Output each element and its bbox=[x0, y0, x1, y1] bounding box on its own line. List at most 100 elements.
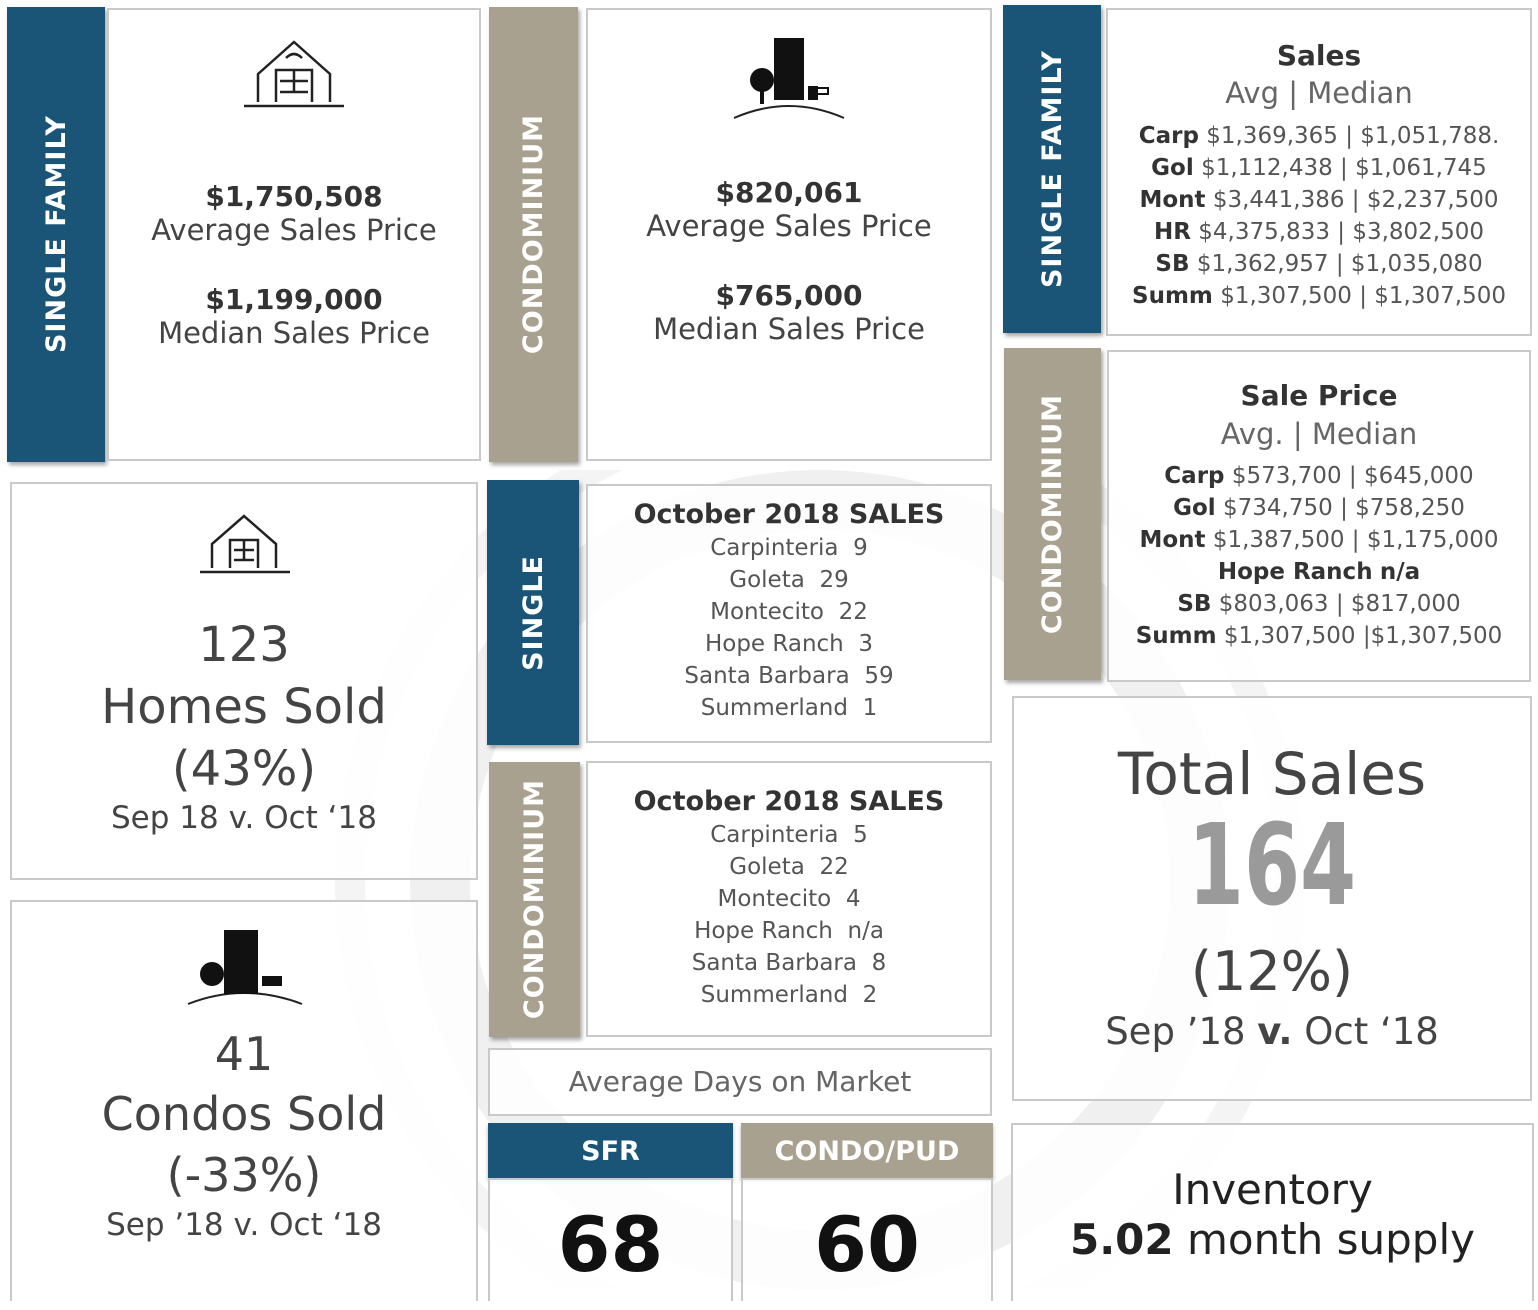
card: 41 Condos Sold (-33%) Sep ’18 v. Oct ‘18 bbox=[10, 900, 478, 1301]
values: $1,307,500 | $1,307,500 bbox=[1220, 283, 1506, 309]
sales-row: Montecito 22 bbox=[588, 596, 990, 628]
price-row: Carp $573,700 | $645,000 bbox=[1109, 460, 1529, 492]
value: 5.02 bbox=[1069, 1215, 1174, 1264]
median-price: $1,199,000 bbox=[205, 283, 383, 316]
tab-label: CONDOMINIUM bbox=[518, 114, 549, 355]
tab: SINGLE bbox=[487, 480, 579, 745]
card: Inventory 5.02 month supply bbox=[1011, 1123, 1534, 1301]
count: 29 bbox=[819, 567, 849, 593]
card: Sale Price Avg. | Median Carp $573,700 |… bbox=[1107, 350, 1531, 682]
label: month supply bbox=[1186, 1215, 1475, 1264]
sales-row: Santa Barbara 59 bbox=[588, 660, 990, 692]
subtitle: Avg | Median bbox=[1225, 76, 1413, 110]
area: Hope Ranch bbox=[1217, 559, 1373, 585]
title: Sale Price bbox=[1240, 379, 1398, 412]
condo-header: CONDO/PUD bbox=[741, 1123, 993, 1178]
tab-label: CONDOMINIUM bbox=[519, 779, 550, 1020]
sales-row: Summerland 1 bbox=[588, 692, 990, 724]
change: (12%) bbox=[1190, 940, 1354, 1003]
count: 1 bbox=[862, 695, 878, 721]
card: Total Sales 164 (12%) Sep ’18 v. Oct ‘18 bbox=[1012, 696, 1532, 1101]
area: SB bbox=[1155, 251, 1190, 277]
house-icon bbox=[200, 514, 290, 574]
area: Gol bbox=[1173, 495, 1216, 521]
sfr-header: SFR bbox=[488, 1123, 733, 1178]
sales-row: Montecito 4 bbox=[588, 883, 990, 915]
sales-row: Goleta 22 bbox=[588, 851, 990, 883]
price-row: SB $1,362,957 | $1,035,080 bbox=[1108, 248, 1530, 280]
count: 164 bbox=[1187, 801, 1357, 931]
values: $1,307,500 |$1,307,500 bbox=[1223, 623, 1503, 649]
count: 59 bbox=[864, 663, 894, 689]
area: Carpinteria bbox=[710, 535, 839, 561]
card: October 2018 SALES Carpinteria 9 Goleta 2… bbox=[586, 484, 992, 743]
area: Hope Ranch bbox=[694, 918, 833, 944]
count: n/a bbox=[847, 918, 884, 944]
title: October 2018 SALES bbox=[633, 786, 945, 817]
label: SFR bbox=[581, 1136, 640, 1167]
title: Inventory bbox=[1172, 1165, 1373, 1214]
area: Hope Ranch bbox=[704, 631, 844, 657]
avg-price: $1,750,508 bbox=[205, 180, 383, 213]
count: 5 bbox=[853, 822, 868, 848]
avg-label: Average Sales Price bbox=[646, 209, 932, 243]
sales-row: Carpinteria 9 bbox=[588, 532, 990, 564]
versus: v. bbox=[1257, 1010, 1293, 1053]
median-label: Median Sales Price bbox=[158, 316, 430, 350]
count: 22 bbox=[838, 599, 868, 625]
values: $1,362,957 | $1,035,080 bbox=[1196, 251, 1483, 277]
condo-value: 60 bbox=[741, 1178, 993, 1301]
avg-price: $820,061 bbox=[715, 176, 863, 209]
card: $820,061 Average Sales Price $765,000 Me… bbox=[586, 8, 992, 461]
values: $1,369,365 | $1,051,788. bbox=[1206, 123, 1500, 149]
values: $734,750 | $758,250 bbox=[1223, 495, 1465, 521]
change: (-33%) bbox=[166, 1148, 322, 1202]
sfr-value: 68 bbox=[488, 1178, 733, 1301]
values: $1,387,500 | $1,175,000 bbox=[1212, 527, 1499, 553]
area: Goleta bbox=[729, 567, 805, 593]
title: Total Sales bbox=[1117, 740, 1427, 808]
sales-row: Summerland 2 bbox=[588, 979, 990, 1011]
area: Santa Barbara bbox=[684, 663, 850, 689]
count: 2 bbox=[862, 982, 878, 1008]
period: Sep ’18 v. Oct ‘18 bbox=[106, 1207, 382, 1243]
tab: CONDOMINIUM bbox=[1004, 348, 1101, 680]
sales-row: Santa Barbara 8 bbox=[588, 947, 990, 979]
price-row: Hope Ranch n/a bbox=[1109, 556, 1529, 588]
price-row: Gol $734,750 | $758,250 bbox=[1109, 492, 1529, 524]
value: 60 bbox=[814, 1200, 920, 1289]
area: Mont bbox=[1139, 527, 1206, 553]
sales-row: Goleta 29 bbox=[588, 564, 990, 596]
price-row: Summ $1,307,500 |$1,307,500 bbox=[1109, 620, 1529, 652]
area: Summ bbox=[1135, 623, 1217, 649]
label: CONDO/PUD bbox=[774, 1136, 960, 1167]
tab-label: CONDOMINIUM bbox=[1037, 393, 1068, 635]
value: 68 bbox=[557, 1200, 664, 1289]
sales-row: Hope Ranch n/a bbox=[588, 915, 990, 947]
building-icon bbox=[733, 38, 845, 119]
price-row: SB $803,063 | $817,000 bbox=[1109, 588, 1529, 620]
count: 8 bbox=[871, 950, 887, 976]
card: October 2018 SALES Carpinteria 5 Goleta 2… bbox=[586, 761, 992, 1037]
count: 3 bbox=[858, 631, 874, 657]
count: 123 bbox=[198, 617, 290, 673]
area: Mont bbox=[1139, 187, 1206, 213]
count: 4 bbox=[845, 886, 861, 912]
card: 123 Homes Sold (43%) Sep 18 v. Oct ‘18 bbox=[10, 482, 478, 880]
area: Gol bbox=[1151, 155, 1194, 181]
values: $1,112,438 | $1,061,745 bbox=[1201, 155, 1487, 181]
price-row: Mont $1,387,500 | $1,175,000 bbox=[1109, 524, 1529, 556]
values: $3,441,386 | $2,237,500 bbox=[1212, 187, 1499, 213]
tab: CONDOMINIUM bbox=[489, 762, 580, 1037]
price-row: HR $4,375,833 | $3,802,500 bbox=[1108, 216, 1530, 248]
count: 9 bbox=[853, 535, 868, 561]
price-row: Summ $1,307,500 | $1,307,500 bbox=[1108, 280, 1530, 312]
tab: SINGLE FAMILY bbox=[7, 7, 105, 462]
tab: CONDOMINIUM bbox=[489, 7, 578, 462]
tab: SINGLE FAMILY bbox=[1003, 5, 1101, 333]
avg-label: Average Sales Price bbox=[151, 213, 437, 247]
label: Homes Sold bbox=[101, 679, 387, 735]
period-start: Sep ’18 bbox=[1105, 1010, 1246, 1053]
card: $1,750,508 Average Sales Price $1,199,00… bbox=[107, 8, 481, 461]
